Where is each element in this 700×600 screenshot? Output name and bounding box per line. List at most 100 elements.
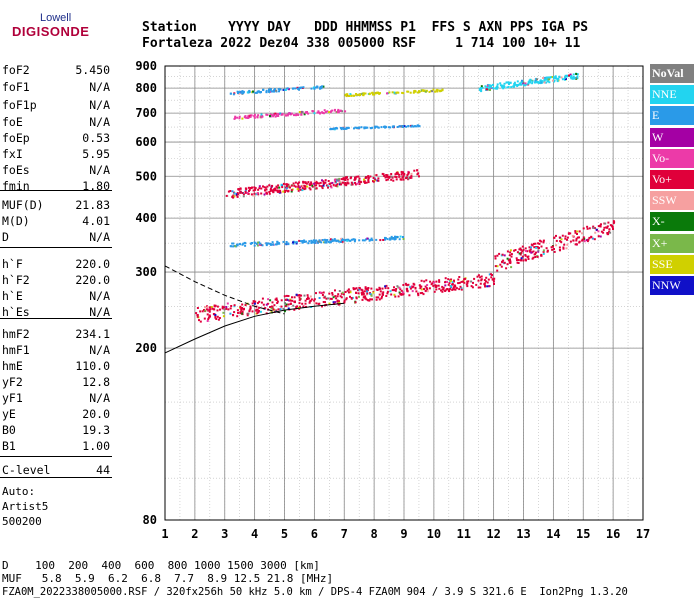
header-labels: Station YYYY DAY DDD HHMMSS P1 FFS S AXN… — [142, 20, 589, 35]
echo-point — [317, 240, 320, 243]
echo-point — [218, 317, 221, 319]
echo-point — [522, 83, 525, 86]
echo-point — [606, 226, 608, 229]
echo-point — [407, 125, 410, 128]
legend-item: E — [650, 106, 694, 126]
echo-point — [340, 237, 343, 240]
echo-point — [344, 291, 347, 293]
echo-point — [377, 126, 380, 129]
echo-point — [363, 180, 366, 183]
echo-point — [597, 230, 600, 233]
param-row: fmin 1.80 — [2, 179, 110, 195]
echo-point — [292, 242, 295, 245]
echo-point — [459, 285, 462, 288]
echo-point — [419, 285, 422, 288]
echo-point — [548, 78, 551, 81]
echo-point — [344, 127, 347, 130]
echo-point — [449, 279, 452, 282]
param-name: fxI — [2, 147, 23, 161]
echo-point — [389, 238, 392, 241]
echo-point — [418, 284, 421, 287]
echo-point — [538, 81, 541, 84]
x-tick-label: 14 — [546, 527, 560, 541]
echo-point — [248, 309, 251, 312]
echo-point — [238, 92, 241, 95]
echo-point — [378, 298, 381, 301]
echo-point — [285, 294, 288, 297]
echo-point — [286, 114, 289, 117]
echo-point — [306, 296, 309, 299]
echo-point — [336, 302, 339, 305]
echo-point — [375, 238, 378, 241]
echo-point — [509, 260, 512, 262]
echo-point — [366, 237, 369, 240]
echo-point — [260, 91, 262, 93]
echo-point — [428, 287, 431, 290]
echo-point — [510, 266, 513, 269]
y-tick-label: 600 — [135, 135, 157, 149]
echo-point — [271, 301, 274, 304]
echo-point — [275, 299, 278, 301]
echo-point — [208, 309, 211, 311]
echo-point — [501, 86, 504, 89]
legend-item: X+ — [650, 233, 694, 253]
echo-point — [327, 185, 330, 188]
echo-point — [250, 114, 253, 117]
echo-point — [529, 248, 532, 251]
echo-point — [386, 174, 389, 177]
echo-point — [458, 288, 461, 291]
echo-point — [231, 242, 234, 245]
echo-point — [565, 75, 568, 78]
y-tick-label: 400 — [135, 211, 157, 225]
echo-point — [410, 175, 413, 178]
echo-point — [441, 288, 444, 291]
echo-point — [406, 90, 409, 93]
echo-point — [540, 245, 543, 248]
echo-point — [257, 311, 260, 314]
echo-point — [486, 86, 489, 88]
echo-point — [321, 187, 324, 190]
echo-point — [280, 305, 283, 308]
echo-point — [537, 249, 540, 252]
echo-point — [411, 286, 414, 289]
x-tick-label: 4 — [251, 527, 258, 541]
echo-point — [244, 244, 247, 247]
echo-point — [351, 296, 354, 299]
y-tick-label: 200 — [135, 341, 157, 355]
echo-point — [453, 279, 455, 282]
echo-point — [489, 89, 491, 91]
echo-point — [606, 232, 609, 234]
echo-point — [398, 291, 401, 294]
echo-point — [391, 237, 394, 240]
echo-point — [251, 186, 254, 189]
legend-item: SSE — [650, 254, 694, 274]
echo-point — [334, 180, 337, 183]
param-value: N/A — [89, 80, 110, 94]
echo-point — [323, 241, 326, 244]
echo-point — [369, 175, 372, 178]
echo-point — [398, 176, 401, 179]
auto-code: 500200 — [2, 515, 42, 528]
echo-point — [333, 127, 336, 130]
echo-point — [258, 187, 261, 190]
echo-point — [553, 250, 556, 253]
param-name: MUF(D) — [2, 198, 44, 212]
echo-point — [313, 302, 316, 305]
echo-point — [470, 285, 473, 288]
echo-point — [257, 241, 260, 244]
echo-point — [346, 289, 349, 292]
echo-point — [574, 230, 577, 233]
echo-point — [318, 239, 321, 242]
echo-point — [241, 311, 244, 313]
echo-point — [208, 306, 211, 309]
echo-point — [306, 294, 309, 297]
echo-point — [284, 305, 287, 308]
echo-point — [294, 301, 296, 304]
echo-point — [555, 244, 558, 247]
echo-point — [253, 241, 256, 244]
echo-point — [259, 310, 262, 313]
echo-point — [407, 177, 410, 180]
echo-point — [536, 255, 539, 258]
echo-point — [275, 309, 278, 312]
echo-point — [366, 287, 369, 290]
